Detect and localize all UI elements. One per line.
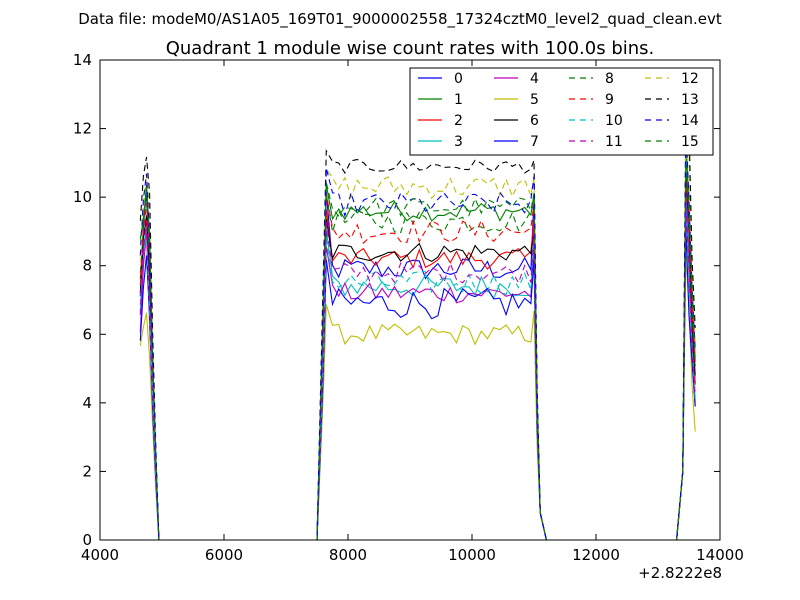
series-line-11	[139, 206, 696, 541]
suptitle: Data file: modeM0/AS1A05_169T01_90000025…	[78, 10, 722, 29]
legend-label-13: 13	[681, 92, 699, 108]
legend-label-1: 1	[454, 92, 463, 108]
y-tick-label: 6	[82, 325, 92, 343]
legend-label-15: 15	[681, 134, 699, 150]
x-tick-label: 12000	[572, 546, 620, 564]
y-tick-label: 4	[82, 394, 92, 412]
plot-frame	[99, 59, 721, 541]
legend-label-9: 9	[605, 92, 614, 108]
legend-label-5: 5	[530, 92, 539, 108]
series-line-6	[139, 169, 696, 541]
series-layer	[139, 101, 696, 541]
x-tick-label: 14000	[696, 546, 744, 564]
x-offset-label: +2.8222e8	[638, 564, 722, 582]
legend-label-0: 0	[454, 71, 463, 87]
series-line-8	[139, 152, 696, 541]
legend-label-12: 12	[681, 71, 699, 87]
series-line-15	[139, 163, 696, 541]
series-line-0	[139, 168, 696, 541]
legend-label-8: 8	[605, 71, 614, 87]
series-line-14	[139, 124, 696, 541]
x-tick-label: 4000	[81, 546, 119, 564]
y-tick-label: 12	[73, 120, 92, 138]
series-line-13	[139, 101, 696, 541]
legend-label-11: 11	[605, 134, 623, 150]
y-tick-label: 2	[82, 462, 92, 480]
series-line-5	[139, 255, 696, 541]
series-line-7	[139, 225, 696, 541]
legend-label-2: 2	[454, 113, 463, 129]
x-tick-label: 10000	[448, 546, 496, 564]
series-line-1	[139, 136, 696, 541]
series-line-9	[139, 178, 696, 541]
y-tick-label: 10	[73, 188, 92, 206]
legend-label-14: 14	[681, 113, 699, 129]
series-line-12	[139, 138, 696, 541]
series-line-3	[139, 189, 696, 541]
legend-label-3: 3	[454, 134, 463, 150]
chart-title: Quadrant 1 module wise count rates with …	[166, 38, 655, 59]
legend-label-6: 6	[530, 113, 539, 129]
y-tick-label: 0	[82, 531, 92, 549]
y-tick-label: 8	[82, 257, 92, 275]
y-tick-label: 14	[73, 51, 92, 69]
x-tick-label: 6000	[205, 546, 243, 564]
legend-label-4: 4	[530, 71, 539, 87]
legend-label-7: 7	[530, 134, 539, 150]
legend-box	[409, 67, 714, 156]
legend-label-10: 10	[605, 113, 623, 129]
x-tick-label: 8000	[329, 546, 367, 564]
